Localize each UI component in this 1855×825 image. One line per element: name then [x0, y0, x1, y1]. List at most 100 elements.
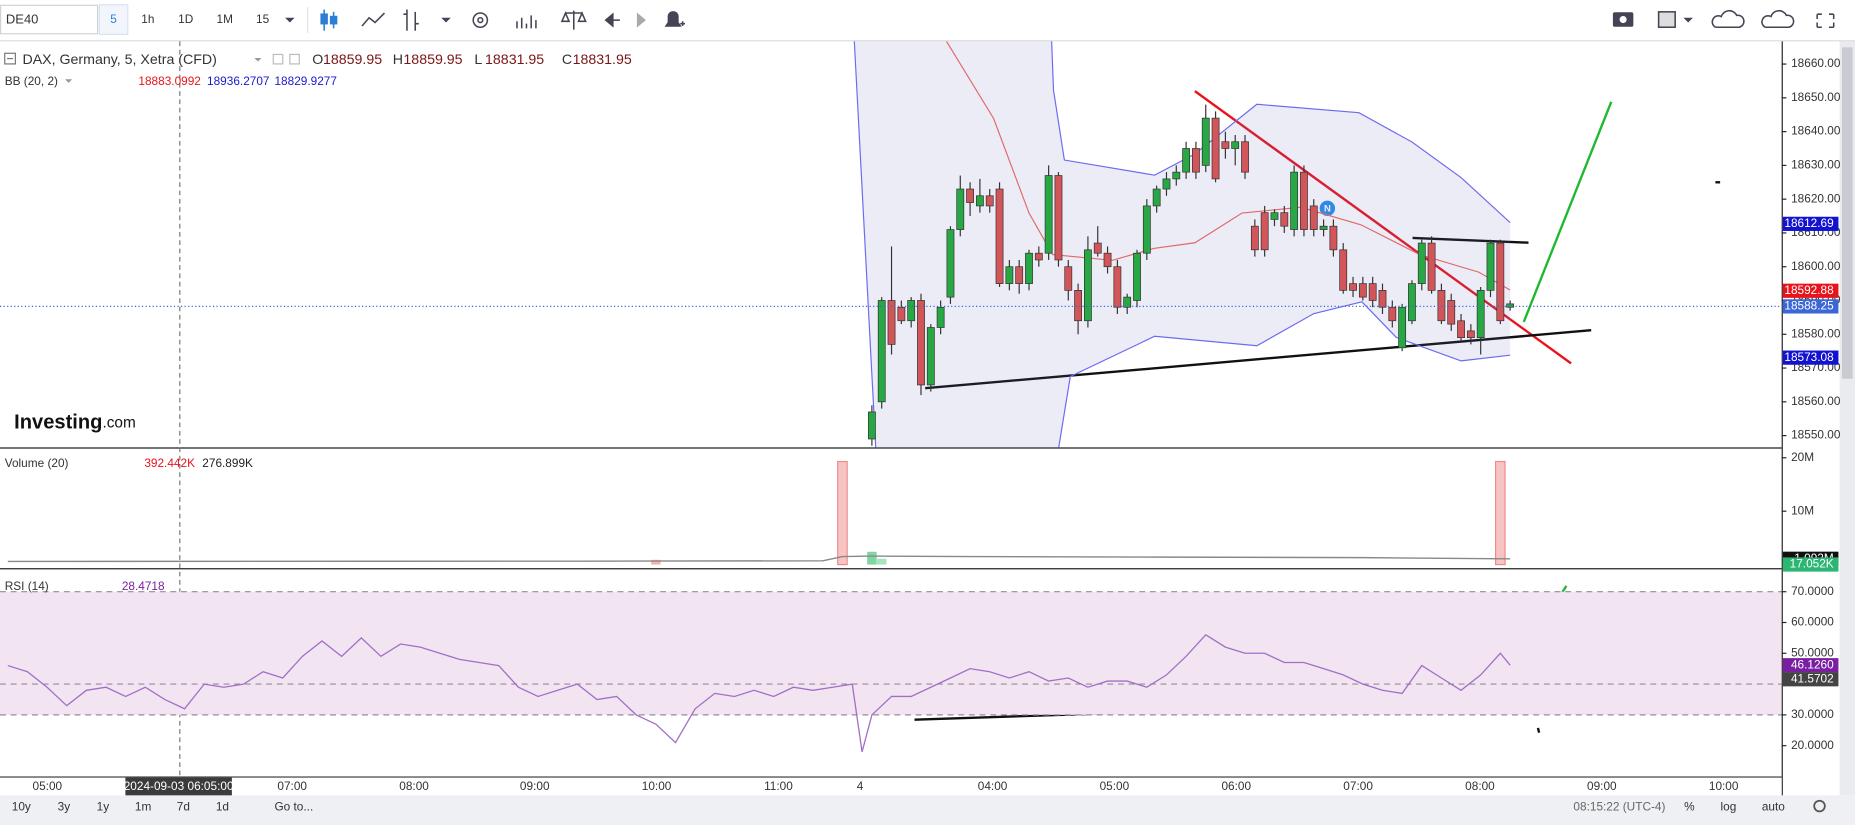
candle-body	[1113, 266, 1122, 308]
candle-body	[1093, 242, 1102, 254]
interval-button[interactable]: 1M	[217, 12, 233, 26]
y-tick-label: 60.0000	[1791, 615, 1834, 629]
ohlc-letter: C	[562, 52, 572, 68]
alert-button[interactable]	[664, 11, 685, 27]
toolbar	[0, 0, 1855, 41]
legend-menu[interactable]	[254, 57, 262, 62]
candle-body	[1398, 306, 1407, 349]
candle-body	[1084, 249, 1092, 322]
clock: 08:15:22 (UTC-4)	[1573, 799, 1665, 813]
active-interval-bg	[98, 4, 129, 35]
goto-button[interactable]: Go to...	[274, 799, 313, 813]
candle-body	[1142, 205, 1151, 254]
scale-option[interactable]: auto	[1762, 799, 1785, 813]
cloud-save-button[interactable]	[1761, 9, 1795, 28]
legend-title: DAX, Germany, 5, Xetra (CFD)	[22, 52, 216, 68]
settings-icon[interactable]	[1813, 799, 1826, 813]
candle-body	[867, 411, 876, 440]
undo-button[interactable]	[604, 12, 620, 28]
dropdown-button[interactable]	[285, 17, 295, 23]
candle-body	[1152, 188, 1161, 207]
candle-body	[1358, 283, 1367, 298]
volume-bar	[651, 559, 661, 565]
candle-body	[1309, 205, 1318, 230]
scale-option[interactable]: log	[1721, 799, 1737, 813]
legend-icon[interactable]	[272, 53, 284, 65]
range-button[interactable]: 3y	[58, 799, 71, 813]
volume-bar	[1495, 460, 1506, 566]
candle-body	[887, 300, 896, 345]
compare-button[interactable]	[560, 10, 587, 30]
y-tick-label: 18630.00	[1791, 158, 1841, 172]
trend-line[interactable]	[1194, 90, 1572, 365]
candle-body	[1339, 249, 1348, 291]
x-tick-label: 11:00	[764, 779, 793, 793]
scrollbar-thumb[interactable]	[1841, 47, 1853, 379]
candle-body	[1162, 178, 1171, 190]
news-badge[interactable]	[1319, 200, 1336, 217]
indicator-name: Volume (20)	[5, 456, 69, 470]
branding-main: Investing	[14, 412, 102, 434]
interval-button[interactable]: 5	[110, 12, 117, 26]
y-tick-label: 18620.00	[1791, 191, 1841, 205]
redo-button[interactable]	[636, 12, 646, 28]
range-button[interactable]: 1m	[135, 799, 152, 813]
x-tick-label: 09:00	[1587, 779, 1617, 793]
candle-body	[1290, 171, 1299, 230]
x-tick-label: 07:00	[1343, 779, 1373, 793]
settings-button[interactable]	[472, 12, 489, 28]
symbol-input[interactable]	[0, 4, 99, 35]
legend-icon[interactable]	[289, 53, 300, 65]
price-pane	[0, 41, 1782, 448]
scale-option[interactable]: %	[1684, 799, 1695, 813]
price-tag	[1782, 283, 1839, 298]
x-tick-label: 05:00	[33, 779, 63, 793]
candle-body	[1054, 175, 1063, 261]
indicators-button[interactable]	[516, 15, 537, 29]
snapshot-button[interactable]	[1612, 12, 1634, 27]
range-button[interactable]: 1y	[97, 799, 110, 813]
y-tick-label: 50.0000	[1791, 645, 1834, 659]
price-tag-label: 18573.08	[1784, 350, 1834, 364]
candle-type-button[interactable]	[320, 9, 338, 31]
ohlc-value: 18831.95	[573, 52, 632, 68]
candle-body	[1466, 330, 1475, 338]
pane-plot	[853, 41, 1515, 448]
price-tag-label: 18592.88	[1784, 283, 1834, 297]
range-button[interactable]: 1d	[216, 799, 229, 813]
candle-body	[926, 327, 935, 386]
indicator-value: 392.442K	[144, 456, 195, 470]
x-tick-label: 4	[857, 779, 864, 793]
symbol-text: DE40	[6, 12, 39, 27]
candle-body	[1103, 252, 1112, 268]
trend-line[interactable]	[1522, 101, 1613, 323]
candle-body	[1300, 171, 1308, 230]
line-type-button[interactable]	[361, 12, 386, 27]
layout-button[interactable]	[1657, 11, 1693, 28]
range-button[interactable]: 7d	[177, 799, 190, 813]
interval-button[interactable]: 1h	[141, 12, 154, 26]
candle-body	[1349, 283, 1357, 291]
ohlc-letter: H	[393, 52, 403, 68]
interval-button[interactable]: 15	[256, 12, 270, 26]
candle-body	[946, 229, 955, 298]
price-tag-label: 18588.25	[1784, 299, 1834, 313]
range-button[interactable]: 10y	[12, 799, 31, 813]
band-line	[1051, 41, 1511, 223]
candle-body	[1034, 252, 1043, 261]
bars-type-button[interactable]	[403, 9, 451, 31]
candle-body	[1025, 252, 1033, 284]
candle-body	[976, 195, 984, 207]
price-tag-label: 41.5702	[1791, 671, 1834, 685]
indicator-menu[interactable]	[65, 79, 73, 83]
interval-button[interactable]: 1D	[178, 12, 193, 26]
fullscreen-button[interactable]	[1816, 13, 1835, 28]
price-tag	[1782, 216, 1839, 231]
cloud-load-button[interactable]	[1711, 9, 1745, 28]
candle-body	[1329, 225, 1338, 251]
candle-body	[1260, 212, 1269, 251]
candle-body	[1427, 242, 1436, 291]
band-line	[853, 41, 1511, 448]
collapse-button[interactable]	[4, 52, 16, 65]
price-tag-label: 17.052K	[1790, 557, 1834, 571]
